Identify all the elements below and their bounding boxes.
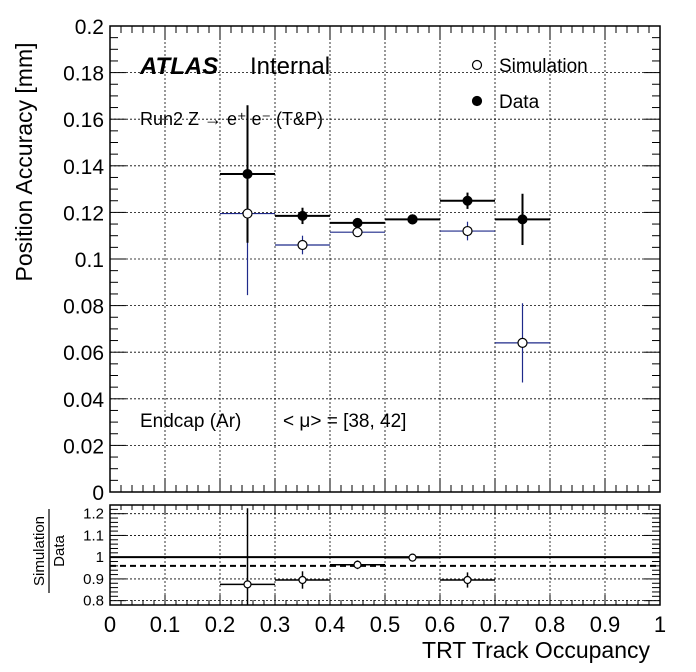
main-panel: 00.020.040.060.080.10.120.140.160.180.2 … — [11, 16, 661, 505]
ratio-grid — [110, 505, 660, 605]
ratio-ytick-label: 1.1 — [83, 527, 104, 544]
main-ticks — [109, 25, 661, 493]
ratio-ytick-labels: 0.8 0.9 1 1.1 1.2 — [83, 506, 104, 610]
data-point — [352, 217, 363, 228]
simulation-point — [462, 225, 473, 237]
legend-simulation-label: Simulation — [499, 56, 588, 77]
data-point — [242, 168, 253, 179]
simulation-point — [517, 337, 528, 348]
ratio-xtick-label: 0.3 — [260, 612, 291, 637]
ratio-xtick-label: 0.7 — [480, 612, 511, 637]
main-ytick-label: 0.18 — [63, 63, 104, 86]
ratio-ytick-label: 0.9 — [83, 571, 104, 588]
ratio-ytick-label: 1 — [96, 549, 104, 566]
main-ytick-label: 0.12 — [63, 202, 104, 225]
legend: Simulation Data — [471, 56, 588, 113]
ratio-ytick-label: 0.8 — [83, 593, 104, 610]
legend-data-label: Data — [499, 92, 540, 113]
simulation-point — [242, 208, 253, 219]
legend-simulation-marker — [471, 59, 483, 71]
atlas-status: Internal — [250, 53, 330, 80]
ratio-points — [220, 508, 495, 605]
ratio-xtick-label: 0 — [104, 612, 116, 637]
main-ytick-label: 0.08 — [63, 296, 104, 319]
ratio-point — [408, 553, 417, 562]
main-ytick-label: 0.1 — [75, 249, 104, 272]
main-series — [220, 105, 550, 383]
ratio-panel: 0.80.911.11.2 0 0.1 0.2 0.3 0.4 0.5 0.6 0.7 0.8 0… — [31, 504, 666, 663]
ratio-xtick-label: 0.9 — [590, 612, 621, 637]
x-axis-label: TRT Track Occupancy — [422, 637, 650, 663]
ratio-point — [243, 580, 252, 589]
simulation-point — [352, 227, 363, 238]
ratio-ticks — [109, 504, 661, 605]
ratio-xtick-label: 0.6 — [425, 612, 456, 637]
main-ytick-label: 0 — [92, 482, 104, 505]
data-point — [407, 214, 418, 225]
ratio-y-label: Simulation Data — [31, 509, 68, 593]
ratio-xtick-label: 0.8 — [535, 612, 566, 637]
data-point — [462, 195, 473, 206]
main-ytick-label: 0.06 — [63, 342, 104, 365]
simulation-point — [297, 239, 308, 251]
data-point — [297, 210, 308, 221]
ratio-label-denominator: Data — [51, 535, 68, 567]
data-point — [517, 214, 528, 225]
main-grid — [110, 26, 660, 492]
main-ytick-label: 0.04 — [63, 389, 104, 412]
ratio-xtick-label: 0.4 — [315, 612, 346, 637]
ratio-ytick-label: 1.2 — [83, 506, 104, 523]
main-ytick-label: 0.16 — [63, 109, 104, 132]
main-ytick-label: 0.2 — [75, 16, 104, 39]
atlas-label: ATLAS — [139, 53, 218, 80]
main-ytick-labels: 0 0.02 0.04 0.06 0.08 0.1 0.12 0.14 0.16 0.18 0.2 — [63, 16, 104, 505]
main-ytick-label: 0.14 — [63, 156, 104, 179]
ratio-xtick-label: 0.1 — [150, 612, 181, 637]
run-label: Run2 Z → e⁺ e⁻ (T&P) — [140, 109, 323, 129]
legend-data-marker — [471, 95, 483, 107]
ratio-xtick-label: 0.5 — [370, 612, 401, 637]
ratio-xtick-label: 0.2 — [205, 612, 236, 637]
ratio-point — [298, 575, 307, 585]
ratio-xtick-labels: 0 0.1 0.2 0.3 0.4 0.5 0.6 0.7 0.8 0.9 1 — [104, 612, 666, 637]
y-axis-label: Position Accuracy [mm] — [11, 42, 37, 281]
mu-label: < μ> = [38, 42] — [283, 411, 406, 432]
ratio-point — [353, 560, 362, 569]
ratio-label-numerator: Simulation — [31, 516, 48, 586]
region-label: Endcap (Ar) — [140, 411, 241, 432]
ratio-point — [463, 575, 472, 585]
main-ytick-label: 0.02 — [63, 435, 104, 458]
ratio-xtick-label: 1 — [654, 612, 666, 637]
